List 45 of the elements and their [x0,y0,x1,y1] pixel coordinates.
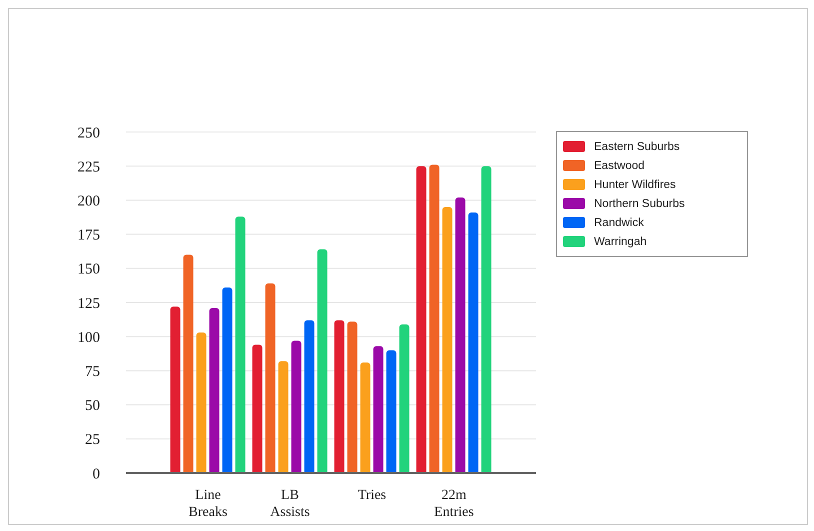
legend-label: Warringah [594,236,647,248]
y-tick-label: 0 [92,466,100,482]
bar [468,212,478,473]
bar [334,320,344,473]
bar [291,340,302,473]
bar [481,166,492,473]
bar [373,346,384,473]
x-tick-label: LB Assists [270,488,310,520]
bar [442,207,452,473]
bar [360,362,370,473]
bar [183,254,194,473]
y-tick-label: 200 [78,194,100,210]
bar [278,361,288,473]
x-tick-label: Tries [358,488,386,503]
bar [235,216,246,473]
legend-label: Randwick [594,216,644,228]
y-tick-label: 75 [85,364,100,380]
y-tick-label: 25 [85,432,100,448]
bar [304,320,314,473]
bar [386,350,396,473]
y-tick-label: 50 [85,398,100,414]
y-tick-label: 225 [78,159,100,176]
y-tick-label: 150 [78,262,100,278]
bar [170,306,180,473]
bar [347,322,358,473]
bar [265,283,276,473]
bar [222,287,232,473]
x-tick-label: Line Breaks [188,488,228,520]
legend-label: Eastern Suburbs [594,140,680,152]
bar [317,249,328,473]
legend-label: Eastwood [594,160,645,172]
y-tick-label: 125 [78,296,100,312]
legend-label: Northern Suburbs [594,198,685,210]
bar [399,324,410,473]
y-tick-label: 250 [78,125,100,142]
bar [252,344,262,473]
legend-label: Hunter Wildfires [594,178,676,190]
bar [209,308,220,473]
y-tick-label: 100 [78,330,100,346]
bar [196,332,206,473]
bar [455,197,466,473]
x-tick-label: 22m Entries [434,488,474,520]
bar [416,166,426,473]
bar [429,164,440,473]
y-tick-label: 175 [78,228,100,244]
